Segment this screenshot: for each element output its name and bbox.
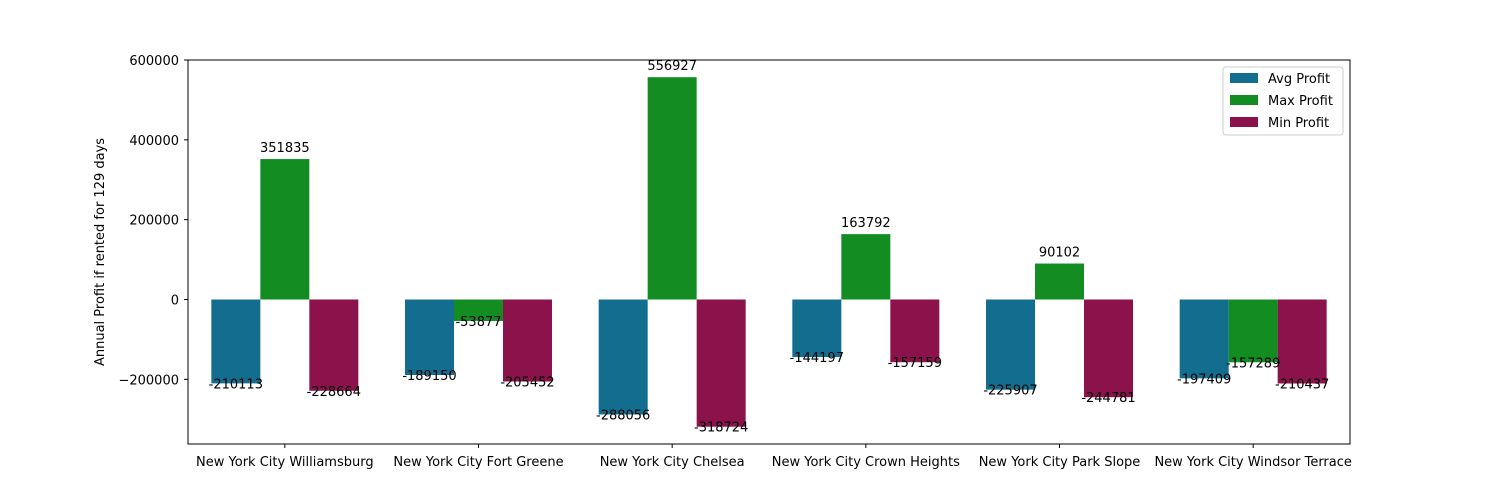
bar-value-label: 90102 (1039, 246, 1080, 261)
bar-min-profit-4 (1084, 299, 1133, 398)
y-axis: −200000 0 200000 400000 600000 (118, 54, 188, 388)
bar-avg-profit-0 (211, 299, 261, 384)
bar-value-label: -144197 (790, 351, 844, 366)
bar-min-profit-3 (890, 299, 940, 363)
bar-min-profit-0 (309, 299, 359, 391)
bar-max-profit-3 (841, 234, 891, 300)
y-tick-label: 200000 (129, 214, 179, 229)
y-tick-label: 0 (171, 294, 179, 309)
bar-max-profit-0 (260, 159, 310, 300)
y-axis-label: Annual Profit if rented for 129 days (93, 138, 108, 366)
bar-max-profit-2 (647, 77, 697, 300)
x-tick-label: New York City Crown Heights (772, 455, 960, 470)
bar-value-label: -157289 (1226, 356, 1280, 371)
bar-avg-profit-3 (792, 299, 842, 358)
bar-min-profit-2 (696, 299, 746, 427)
y-tick-label: −200000 (118, 373, 179, 388)
x-tick-label: New York City Windsor Terrace (1154, 455, 1351, 470)
bar-value-label: -210437 (1275, 378, 1329, 393)
legend-swatch (1230, 117, 1258, 127)
bar-avg-profit-5 (1179, 299, 1229, 379)
legend-swatch (1230, 73, 1258, 83)
x-axis: New York City Williamsburg New York City … (196, 444, 1352, 470)
y-tick-label: 600000 (129, 54, 179, 69)
bar-value-label: -205452 (500, 376, 554, 391)
bar-value-label: 556927 (647, 59, 697, 74)
bar-labels-layer: -210113 351835 -228664 -189150 -53877 -205452… (209, 59, 1330, 436)
bar-value-label: -225907 (983, 384, 1037, 399)
bar-avg-profit-4 (986, 299, 1035, 390)
x-tick-label: New York City Fort Greene (393, 455, 563, 470)
legend-entry: Min Profit (1268, 116, 1329, 131)
bar-max-profit-1 (454, 299, 503, 322)
bar-value-label: -210113 (209, 377, 263, 392)
bar-value-label: 351835 (260, 141, 310, 156)
bar-value-label: -157159 (888, 356, 942, 371)
bar-value-label: -197409 (1177, 372, 1231, 387)
bar-value-label: -244781 (1081, 391, 1135, 406)
bar-min-profit-5 (1277, 299, 1327, 384)
y-tick-label: 400000 (129, 134, 179, 149)
bar-min-profit-1 (503, 299, 552, 382)
x-tick-label: New York City Park Slope (979, 455, 1141, 470)
bar-value-label: 163792 (841, 216, 891, 231)
x-tick-label: New York City Chelsea (600, 455, 745, 470)
x-tick-label: New York City Williamsburg (196, 455, 374, 470)
bar-value-label: -288056 (596, 408, 650, 423)
bar-value-label: -53877 (455, 315, 501, 330)
plot-frame (187, 59, 1351, 445)
bar-avg-profit-1 (405, 299, 454, 376)
legend-swatch (1230, 95, 1258, 105)
legend: Avg Profit Max Profit Min Profit (1222, 66, 1344, 136)
bar-avg-profit-2 (598, 299, 648, 415)
legend-entry: Max Profit (1268, 94, 1333, 109)
bar-value-label: -189150 (402, 369, 456, 384)
bar-max-profit-4 (1035, 263, 1084, 300)
legend-entry: Avg Profit (1268, 72, 1330, 87)
bar-max-profit-5 (1228, 299, 1278, 363)
bar-value-label: -318724 (694, 421, 748, 436)
bars-layer (211, 77, 1327, 427)
bar-value-label: -228664 (307, 385, 361, 400)
